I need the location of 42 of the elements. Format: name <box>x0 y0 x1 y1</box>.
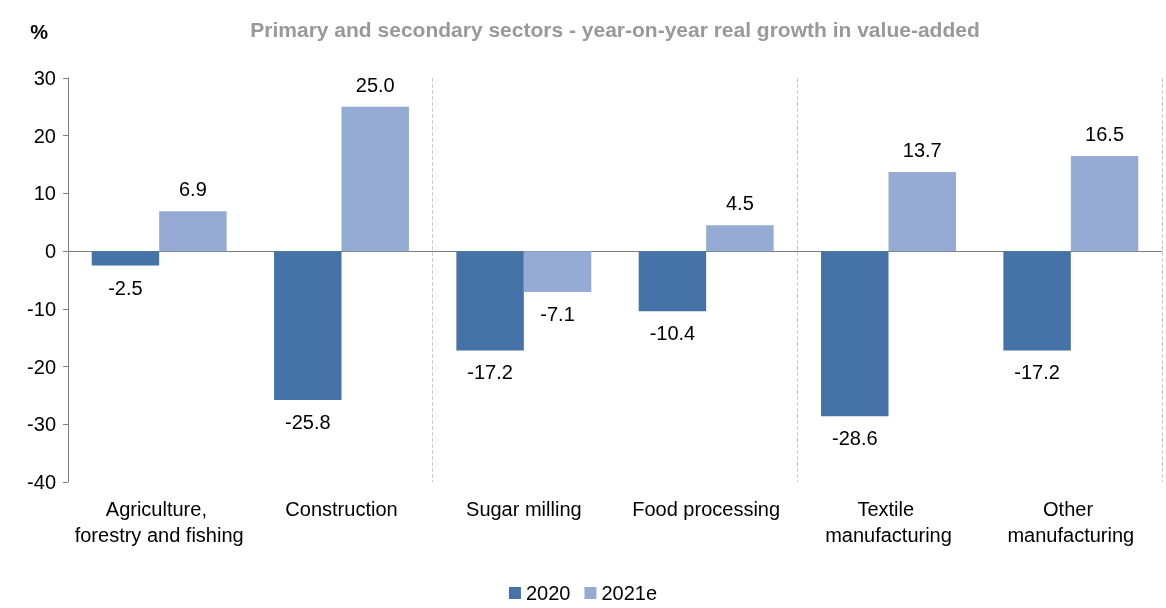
chart-title: Primary and secondary sectors - year-on-year real growth in value-added <box>250 18 980 41</box>
y-axis-title: % <box>30 21 49 43</box>
data-label: -7.1 <box>540 303 575 326</box>
bar <box>821 251 889 417</box>
bar <box>159 211 227 252</box>
y-tick-label: -10 <box>27 297 56 320</box>
legend-label: 2020 <box>525 582 571 604</box>
data-label: -10.4 <box>649 322 696 345</box>
x-tick-label: Other manufacturing <box>1007 498 1135 546</box>
data-label: -17.2 <box>467 361 513 384</box>
data-label: -25.8 <box>284 411 331 434</box>
bar <box>1003 251 1071 351</box>
x-tick-label: Textile manufacturing <box>825 498 952 546</box>
bar <box>638 251 707 312</box>
y-tick-label: 20 <box>33 124 56 147</box>
bar <box>523 251 592 293</box>
data-label: 16.5 <box>1085 122 1125 145</box>
y-tick-label: -30 <box>27 413 56 436</box>
bar <box>274 251 342 401</box>
bar <box>706 225 774 252</box>
x-tick-label: Agriculture, forestry and fishing <box>74 498 244 546</box>
bar <box>341 106 409 252</box>
data-label: -17.2 <box>1014 361 1060 384</box>
y-tick-label: 10 <box>33 182 56 205</box>
y-tick-label: -40 <box>27 471 56 493</box>
bar <box>456 251 524 351</box>
bar <box>888 172 956 252</box>
data-label: 6.9 <box>178 178 207 201</box>
x-tick-label: Construction <box>285 498 398 520</box>
bar <box>1070 155 1139 252</box>
data-label: 25.0 <box>355 73 395 96</box>
data-label: -2.5 <box>108 276 143 299</box>
legend-label: 2021e <box>601 582 658 604</box>
x-tick-label: Food processing <box>632 498 781 520</box>
x-tick-label: Sugar milling <box>466 498 582 520</box>
y-tick-label: 0 <box>44 240 56 263</box>
data-label: -28.6 <box>831 427 878 450</box>
y-tick-label: 30 <box>33 67 56 89</box>
data-label: 13.7 <box>902 139 942 162</box>
bar <box>91 251 160 266</box>
data-label: 4.5 <box>725 192 754 215</box>
y-tick-label: -20 <box>27 355 56 378</box>
